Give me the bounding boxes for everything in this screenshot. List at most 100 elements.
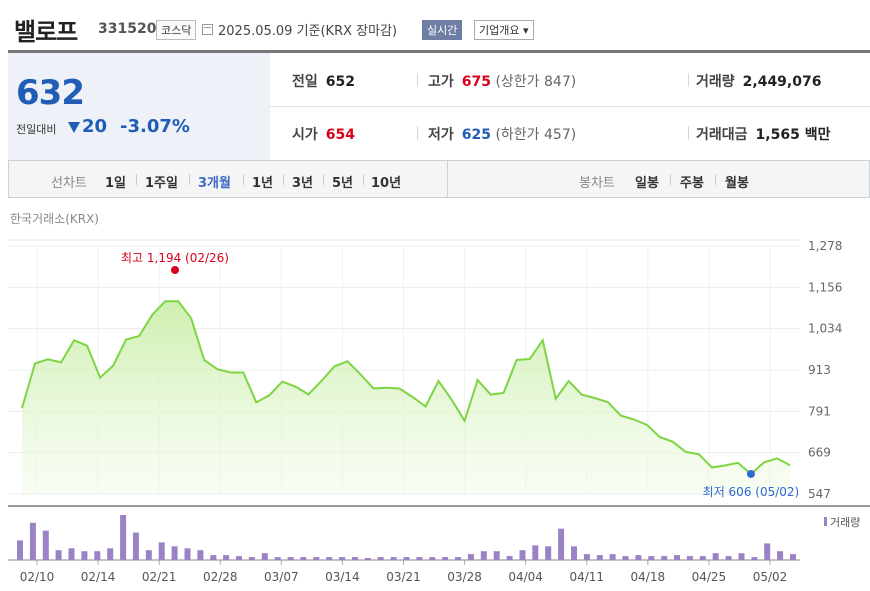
- calendar-icon: [202, 24, 213, 35]
- x-tick-label: 03/07: [264, 570, 299, 584]
- tab-divider: [715, 174, 716, 185]
- volume-bar: [455, 557, 461, 560]
- volume-bar: [467, 554, 474, 560]
- x-tick-label: 02/14: [81, 570, 116, 584]
- volume-bar: [532, 545, 539, 560]
- volume-bar: [583, 554, 590, 560]
- max-label: 최고 1,194 (02/26): [121, 251, 229, 265]
- tab-3y[interactable]: 3년: [292, 176, 314, 191]
- x-tick-label: 02/28: [203, 570, 238, 584]
- change-percent: -3.07%: [120, 116, 190, 137]
- volume-bar: [661, 556, 668, 560]
- volume: 거래량 2,449,076: [696, 74, 822, 90]
- volume-bar: [519, 550, 526, 560]
- stock-code: 331520: [98, 21, 157, 37]
- volume-bar: [287, 557, 294, 560]
- x-tick-label: 02/21: [142, 570, 177, 584]
- volume-bar: [442, 557, 449, 560]
- volume-legend-label: 거래량: [830, 516, 860, 529]
- min-marker: [746, 469, 755, 478]
- y-tick-label: 913: [808, 363, 831, 377]
- volume-bar: [236, 556, 242, 560]
- tab-divider: [283, 174, 284, 185]
- tab-divider: [189, 174, 190, 185]
- market-badge: 코스닥: [156, 20, 197, 40]
- volume-bar: [197, 550, 204, 560]
- open-price: 시가 654: [292, 127, 355, 143]
- tab-divider: [363, 174, 364, 185]
- tab-divider: [323, 174, 324, 185]
- volume-bar: [171, 546, 178, 560]
- tab-1w[interactable]: 1주일: [145, 176, 178, 191]
- volume-bar: [635, 555, 642, 560]
- volume-bar: [94, 551, 101, 560]
- current-price: 632: [16, 73, 85, 113]
- day-low: 저가 625 (하한가 457): [428, 127, 577, 143]
- tab-1y[interactable]: 1년: [252, 176, 274, 191]
- tab-3m[interactable]: 3개월: [198, 176, 231, 191]
- volume-bar: [609, 554, 616, 560]
- change-value: 20: [82, 116, 108, 137]
- prev-close: 전일 652: [292, 74, 355, 90]
- volume-bar: [81, 551, 88, 560]
- volume-bar: [68, 548, 75, 560]
- y-tick-label: 669: [808, 446, 831, 460]
- volume-bar: [506, 556, 513, 560]
- volume-bar: [132, 532, 139, 560]
- tab-monthly[interactable]: 월봉: [725, 176, 749, 191]
- stock-header: 밸로프 331520 코스닥 2025.05.09 기준(KRX 장마감) 실시…: [0, 0, 870, 50]
- tab-divider: [243, 174, 244, 185]
- company-info-dropdown[interactable]: 기업개요 ▾: [474, 20, 534, 40]
- divider: [8, 50, 870, 53]
- col-divider: [417, 73, 418, 87]
- tab-10y[interactable]: 10년: [371, 176, 402, 191]
- volume-bar: [339, 557, 346, 560]
- day-high: 고가 675 (상한가 847): [428, 74, 577, 90]
- x-tick-label: 03/21: [386, 570, 421, 584]
- tab-divider: [136, 174, 137, 185]
- volume-legend-swatch: [824, 517, 827, 526]
- tab-daily[interactable]: 일봉: [635, 176, 659, 191]
- change-label: 전일대비: [16, 123, 57, 136]
- price-line: [21, 300, 791, 476]
- volume-bar: [55, 550, 62, 560]
- volume-bar: [738, 553, 745, 560]
- tab-1d[interactable]: 1일: [105, 176, 127, 191]
- quote-panel: 632 전일대비 20 -3.07% 전일 652 고가 675 (상한가 847)…: [8, 53, 870, 161]
- candle-chart-label: 봉차트: [579, 176, 615, 191]
- volume-bar: [326, 557, 333, 560]
- down-triangle-icon: [68, 122, 80, 133]
- y-tick-label: 1,034: [808, 322, 842, 336]
- volume-bar: [416, 557, 423, 560]
- volume-bar: [545, 546, 552, 560]
- volume-bar: [390, 557, 397, 560]
- y-tick-label: 791: [808, 404, 831, 418]
- volume-bar: [120, 515, 127, 560]
- volume-bar: [493, 551, 500, 560]
- tab-5y[interactable]: 5년: [332, 176, 354, 191]
- volume-bar: [699, 556, 706, 560]
- realtime-button[interactable]: 실시간: [422, 20, 463, 40]
- row-divider: [270, 106, 870, 107]
- stock-name: 밸로프: [14, 18, 78, 46]
- volume-bar: [352, 557, 358, 560]
- volume-bar: [377, 557, 384, 560]
- max-marker: [171, 266, 179, 274]
- volume-bar: [107, 548, 114, 560]
- tab-divider: [670, 174, 671, 185]
- x-tick-label: 04/25: [692, 570, 727, 584]
- tab-weekly[interactable]: 주봉: [680, 176, 704, 191]
- x-tick-label: 04/04: [508, 570, 543, 584]
- volume-bar: [712, 553, 719, 560]
- x-tick-label: 05/02: [753, 570, 788, 584]
- volume-bar: [274, 557, 281, 560]
- volume-bar: [596, 555, 603, 560]
- volume-bar: [558, 528, 565, 560]
- trade-amount: 거래대금 1,565 백만: [696, 127, 831, 143]
- volume-bar: [571, 546, 577, 560]
- volume-bar: [210, 555, 217, 560]
- volume-bar: [42, 530, 49, 560]
- x-tick-label: 04/11: [569, 570, 604, 584]
- volume-bar: [790, 554, 796, 560]
